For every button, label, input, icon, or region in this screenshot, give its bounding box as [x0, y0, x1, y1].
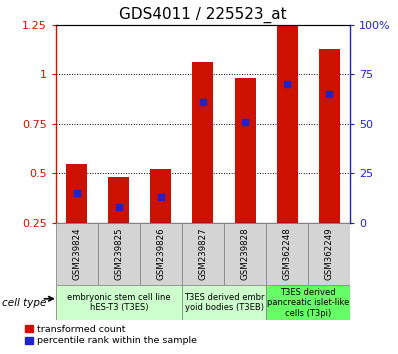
- Point: [116, 204, 122, 210]
- Point: [74, 190, 80, 196]
- Bar: [234, 78, 256, 223]
- Bar: [66, 164, 87, 223]
- Bar: [182, 223, 224, 285]
- Text: T3ES derived
pancreatic islet-like
cells (T3pi): T3ES derived pancreatic islet-like cells…: [267, 288, 349, 318]
- Text: GSM362248: GSM362248: [283, 228, 292, 280]
- Point: [284, 81, 290, 87]
- Point: [242, 119, 248, 125]
- Legend: transformed count, percentile rank within the sample: transformed count, percentile rank withi…: [25, 325, 197, 346]
- Title: GDS4011 / 225523_at: GDS4011 / 225523_at: [119, 7, 287, 23]
- Bar: [140, 223, 182, 285]
- Bar: [108, 177, 129, 223]
- Text: T3ES derived embr
yoid bodies (T3EB): T3ES derived embr yoid bodies (T3EB): [184, 293, 264, 312]
- Bar: [150, 170, 172, 223]
- Bar: [56, 223, 98, 285]
- Text: GSM239828: GSM239828: [240, 228, 250, 280]
- Bar: [266, 223, 308, 285]
- Bar: [98, 223, 140, 285]
- Text: cell type: cell type: [2, 298, 46, 308]
- Point: [326, 91, 332, 97]
- Text: GSM362249: GSM362249: [325, 228, 334, 280]
- Text: embryonic stem cell line
hES-T3 (T3ES): embryonic stem cell line hES-T3 (T3ES): [67, 293, 171, 312]
- Text: GSM239824: GSM239824: [72, 228, 81, 280]
- Bar: [193, 62, 213, 223]
- Point: [200, 99, 206, 105]
- Bar: [277, 25, 298, 223]
- Bar: [266, 285, 350, 320]
- Text: GSM239825: GSM239825: [114, 228, 123, 280]
- Text: GSM239827: GSM239827: [199, 228, 207, 280]
- Point: [158, 194, 164, 200]
- Bar: [182, 285, 266, 320]
- Bar: [319, 48, 340, 223]
- Bar: [56, 285, 182, 320]
- Text: GSM239826: GSM239826: [156, 228, 166, 280]
- Bar: [224, 223, 266, 285]
- Bar: [308, 223, 350, 285]
